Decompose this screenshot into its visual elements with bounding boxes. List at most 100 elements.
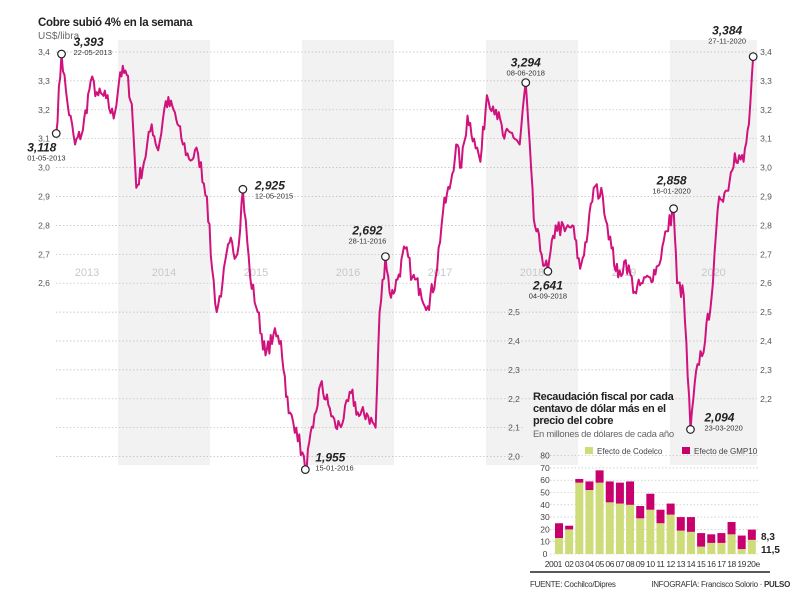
annotation-marker (748, 52, 758, 62)
bar-x-tick-label: 20e (747, 559, 761, 569)
bar-codelco (707, 542, 716, 554)
right-y-tick-label: 3,1 (760, 134, 772, 144)
right-y-tick-label: 2,6 (760, 278, 772, 288)
bar-codelco (727, 534, 736, 554)
bar-codelco (747, 539, 756, 554)
y-tick-label: 2,6 (38, 278, 50, 288)
y-tick-label: 2,2 (508, 394, 520, 404)
bar-gmp10 (697, 533, 706, 547)
annotation-date: 28-11-2016 (349, 237, 387, 246)
legend-label-gmp10: Efecto de GMP10 (694, 447, 758, 456)
bar-gmp10 (717, 533, 726, 543)
annotation-value: 3,393 (74, 35, 104, 49)
bar-gmp10 (626, 481, 635, 505)
bar-x-tick-label: 15 (697, 559, 706, 569)
bar-x-tick-label: 11 (656, 559, 665, 569)
annotation-value: 2,692 (351, 224, 382, 238)
year-label: 2014 (152, 267, 176, 279)
bar-gmp10 (605, 481, 614, 503)
credit-brand: PULSO (763, 580, 790, 589)
annotation-date: 27-11-2020 (708, 37, 746, 46)
bar-x-tick-label: 14 (687, 559, 696, 569)
annotation-marker (543, 266, 553, 276)
right-y-tick-label: 2,9 (760, 192, 772, 202)
bar-x-tick-label: 2001 (545, 559, 563, 569)
bar-codelco (636, 518, 645, 554)
legend-swatch-gmp10 (682, 447, 690, 454)
annotation-marker (686, 425, 695, 434)
bar-y-tick-label: 0 (543, 549, 548, 559)
credit-label: INFOGRAFÍA: Francisco Solorio · (651, 580, 764, 589)
bar-y-tick-label: 20 (540, 524, 550, 534)
annotation-date: 12-05-2015 (255, 191, 293, 200)
annotation-value: 3,384 (712, 24, 742, 38)
y-axis-unit: US$/libra (38, 31, 80, 42)
annotation-date: 15-01-2016 (315, 464, 353, 473)
year-band (302, 40, 394, 465)
annotation-marker (669, 204, 678, 214)
right-y-tick-label: 2,3 (760, 365, 772, 375)
bar-gmp10 (585, 481, 594, 491)
credit-note: INFOGRAFÍA: Francisco Solorio · PULSO (651, 580, 790, 589)
annotation-date: 08-06-2018 (507, 69, 545, 78)
annotation-marker (238, 184, 248, 194)
y-tick-label: 2,9 (38, 192, 50, 202)
bar-y-tick-label: 30 (540, 512, 550, 522)
y-tick-label: 3,2 (38, 105, 50, 115)
bar-gmp10 (636, 506, 645, 519)
right-y-tick-label: 3,4 (760, 47, 772, 57)
data-label-gmp10: 8,3 (761, 532, 775, 543)
bar-y-tick-label: 80 (540, 451, 550, 461)
bar-gmp10 (747, 529, 756, 540)
bar-codelco (666, 514, 675, 554)
bar-codelco (626, 504, 635, 554)
year-label: 2016 (336, 267, 360, 279)
right-y-tick-label: 2,2 (760, 394, 772, 404)
year-band (486, 40, 578, 465)
annotation-date: 04-09-2018 (529, 291, 567, 300)
right-y-tick-label: 2,4 (760, 336, 772, 346)
annotation-value: 2,641 (532, 278, 563, 292)
annotation-value: 3,118 (27, 140, 56, 154)
annotation-value: 3,294 (511, 56, 541, 70)
bar-codelco (676, 530, 685, 554)
legend-swatch-codelco (585, 447, 593, 454)
bar-gmp10 (555, 523, 563, 539)
bar-codelco (555, 538, 563, 554)
annotation-marker (381, 252, 390, 262)
bar-x-tick-label: 16 (707, 559, 716, 569)
bar-gmp10 (595, 470, 604, 483)
bar-codelco (737, 549, 746, 554)
bar-x-tick-label: 10 (646, 559, 655, 569)
bar-codelco (686, 531, 695, 554)
year-label: 2013 (75, 267, 99, 279)
right-y-tick-label: 3,3 (760, 76, 772, 86)
annotation-marker (521, 78, 531, 88)
bar-x-tick-label: 06 (605, 559, 614, 569)
y-tick-label: 2,8 (38, 220, 50, 230)
y-tick-label: 2,0 (508, 452, 520, 462)
annotation-date: 16-01-2020 (652, 187, 690, 196)
annotation-value: 1,955 (315, 451, 345, 465)
bar-codelco (585, 490, 594, 554)
bar-codelco (646, 509, 655, 554)
bar-codelco (595, 482, 604, 554)
bar-gmp10 (727, 522, 736, 535)
annotation-date: 23-03-2020 (704, 423, 742, 432)
annotation-marker (300, 465, 310, 475)
bar-gmp10 (565, 525, 574, 530)
right-y-tick-label: 2,5 (760, 307, 772, 317)
bar-x-tick-label: 13 (676, 559, 685, 569)
y-tick-label: 3,4 (38, 47, 50, 57)
bar-gmp10 (615, 482, 624, 504)
bar-gmp10 (707, 534, 716, 543)
bar-chart-title: Recaudación fiscal por cada centavo de d… (533, 391, 674, 427)
bar-x-tick-label: 17 (717, 559, 726, 569)
y-tick-label: 2,3 (508, 365, 520, 375)
y-tick-label: 3,3 (38, 76, 50, 86)
annotation-marker (51, 129, 61, 138)
right-y-tick-label: 2,8 (760, 220, 772, 230)
bar-x-tick-label: 04 (585, 559, 594, 569)
bar-codelco (565, 529, 574, 554)
